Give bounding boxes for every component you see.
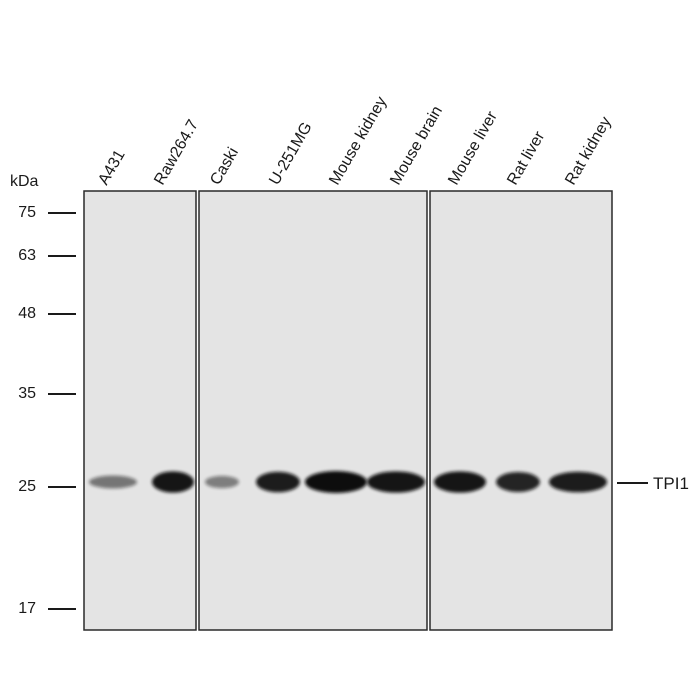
band-lane-3	[205, 475, 239, 489]
band-lane-4	[256, 471, 300, 493]
marker-label-63: 63	[18, 247, 36, 264]
band-lane-1	[89, 475, 137, 489]
marker-label-35: 35	[18, 385, 36, 402]
marker-label-75: 75	[18, 204, 36, 221]
band-lane-9	[549, 471, 607, 493]
tpi1-target-label: TPI1	[653, 474, 689, 493]
marker-label-25: 25	[18, 478, 36, 495]
marker-label-17: 17	[18, 600, 36, 617]
blot-panel-3	[429, 190, 613, 631]
blot-panel-2	[198, 190, 428, 631]
blot-panel-1	[83, 190, 197, 631]
marker-label-48: 48	[18, 305, 36, 322]
band-lane-7	[434, 471, 486, 493]
band-lane-8	[496, 472, 540, 492]
kda-unit-label: kDa	[10, 173, 39, 190]
band-lane-2	[152, 471, 194, 493]
band-lane-5	[305, 471, 367, 493]
band-lane-6	[367, 471, 425, 493]
